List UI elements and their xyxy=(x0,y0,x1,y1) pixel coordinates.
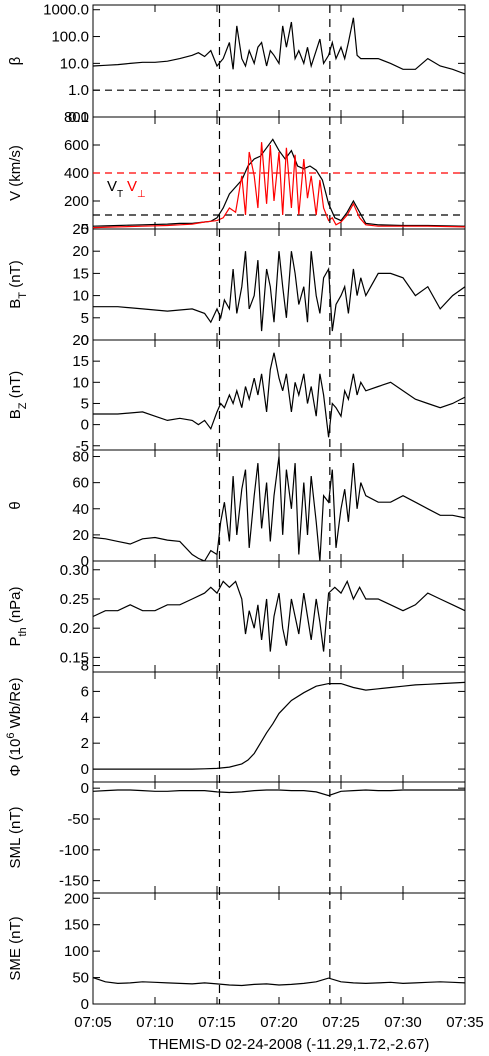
ytick-label: 0 xyxy=(81,221,89,238)
panel-theta: 80 60 40 20 0 θ xyxy=(7,449,466,570)
legend-label: VT xyxy=(107,178,123,200)
x-tick-labels-group: 07:05 07:10 07:15 07:20 07:25 07:30 07:35 xyxy=(74,1014,484,1031)
ytick-label: 1.0 xyxy=(68,82,89,99)
ytick-label: 1000.0 xyxy=(43,2,89,19)
instrument-caption: THEMIS-D 02-24-2008 (-11.29,1.72,-2.67) xyxy=(149,1036,430,1053)
ytick-label: 50 xyxy=(72,970,89,987)
series-line-sml-0 xyxy=(93,789,465,797)
ytick-label: -5 xyxy=(76,438,89,455)
y-axis-label: Φ (106 Wb/Re) xyxy=(5,678,24,777)
ytick-label: 600 xyxy=(64,137,89,154)
ytick-label: 80 xyxy=(72,449,89,466)
ytick-label: 20 xyxy=(72,332,89,349)
panel-bz: 20 15 10 5 0 -5 BZ (nT) xyxy=(7,332,466,455)
xtick-label: 07:25 xyxy=(322,1014,360,1031)
ytick-label: -50 xyxy=(67,811,89,828)
panel-frame xyxy=(92,892,466,1005)
panel-frame xyxy=(92,781,466,894)
ytick-label: 800 xyxy=(64,109,89,126)
event-markers-group xyxy=(218,5,331,1004)
ytick-label: 0.20 xyxy=(60,620,89,637)
panel-pth: 0.30 0.25 0.20 0.15 Pth (nPa) xyxy=(7,560,466,673)
y-axis-label: BZ (nT) xyxy=(7,371,29,419)
ytick-label: 0.15 xyxy=(60,649,89,666)
ytick-label: 200 xyxy=(64,193,89,210)
panel-bt: 25 20 15 10 5 0 BT (nT) xyxy=(7,221,466,349)
ytick-label: 40 xyxy=(72,501,89,518)
panel-frame xyxy=(92,671,466,783)
xtick-label: 07:35 xyxy=(446,1014,484,1031)
y-axis-label: V (km/s) xyxy=(7,145,24,201)
series-line-pth-0 xyxy=(93,579,465,652)
ytick-label: 15 xyxy=(72,353,89,370)
ytick-label: 0 xyxy=(81,996,89,1013)
series-line-bz-0 xyxy=(93,352,465,438)
ytick-label: 5 xyxy=(81,310,89,327)
ytick-label: -150 xyxy=(59,873,89,890)
ytick-label: 0.1 xyxy=(68,109,89,126)
ytick-label: 0 xyxy=(81,332,89,349)
ytick-label: 100 xyxy=(64,943,89,960)
ytick-label: 4 xyxy=(81,709,89,726)
ytick-label: 0.25 xyxy=(60,591,89,608)
y-axis-label: SME (nT) xyxy=(7,916,24,980)
ytick-label: 20 xyxy=(72,527,89,544)
xtick-label: 07:20 xyxy=(260,1014,298,1031)
ytick-label: 150 xyxy=(64,917,89,934)
ytick-label: 100.0 xyxy=(51,29,89,46)
ytick-label: 200 xyxy=(64,890,89,907)
panel-beta: 1000.0 100.0 10.0 1.0 0.1 β xyxy=(7,2,466,126)
y-axis-label: SML (nT) xyxy=(7,807,24,869)
series-line-theta-0 xyxy=(93,456,465,561)
ytick-label: 25 xyxy=(72,221,89,238)
ytick-label: 0 xyxy=(81,761,89,778)
panel-phi: 8 6 4 2 0 Φ (106 Wb/Re) xyxy=(5,658,466,783)
ytick-label: 10.0 xyxy=(60,55,89,72)
panel-frame xyxy=(92,228,466,341)
xtick-label: 07:10 xyxy=(136,1014,174,1031)
y-axis-label: β xyxy=(7,56,24,65)
ytick-label: 2 xyxy=(81,735,89,752)
y-axis-label: θ xyxy=(7,501,24,509)
series-line-phi-0 xyxy=(93,681,465,770)
xtick-label: 07:05 xyxy=(74,1014,112,1031)
series-line-bt-0 xyxy=(93,251,465,332)
ytick-label: 0 xyxy=(81,417,89,434)
ytick-label: 6 xyxy=(81,683,89,700)
panel-sme: 200 150 100 50 0 SME (nT) xyxy=(7,890,466,1013)
xtick-label: 07:30 xyxy=(384,1014,422,1031)
series-line-sme-0 xyxy=(93,977,465,987)
ytick-label: 10 xyxy=(72,288,89,305)
series-line-beta-0 xyxy=(93,17,465,75)
ytick-label: 400 xyxy=(64,165,89,182)
ytick-label: 0 xyxy=(81,780,89,797)
panel-sml: 0 -50 -100 -150 SML (nT) xyxy=(7,780,466,894)
ytick-label: 0.30 xyxy=(60,562,89,579)
ytick-label: 10 xyxy=(72,374,89,391)
ytick-label: 0 xyxy=(81,553,89,570)
ytick-label: 20 xyxy=(72,243,89,260)
panel-velocity: 800 600 400 200 0 V (km/s) VT V⊥ xyxy=(7,109,466,238)
y-axis-label: Pth (nPa) xyxy=(7,586,29,646)
ytick-label: -100 xyxy=(59,842,89,859)
ytick-label: 5 xyxy=(81,395,89,412)
ytick-label: 60 xyxy=(72,475,89,492)
y-axis-label: BT (nT) xyxy=(7,260,29,308)
ytick-label: 8 xyxy=(81,658,89,675)
series-line-velocity-1 xyxy=(93,142,465,229)
ytick-label: 15 xyxy=(72,265,89,282)
legend-label: V⊥ xyxy=(127,178,146,200)
panel-frame xyxy=(92,560,466,673)
xtick-label: 07:15 xyxy=(198,1014,236,1031)
